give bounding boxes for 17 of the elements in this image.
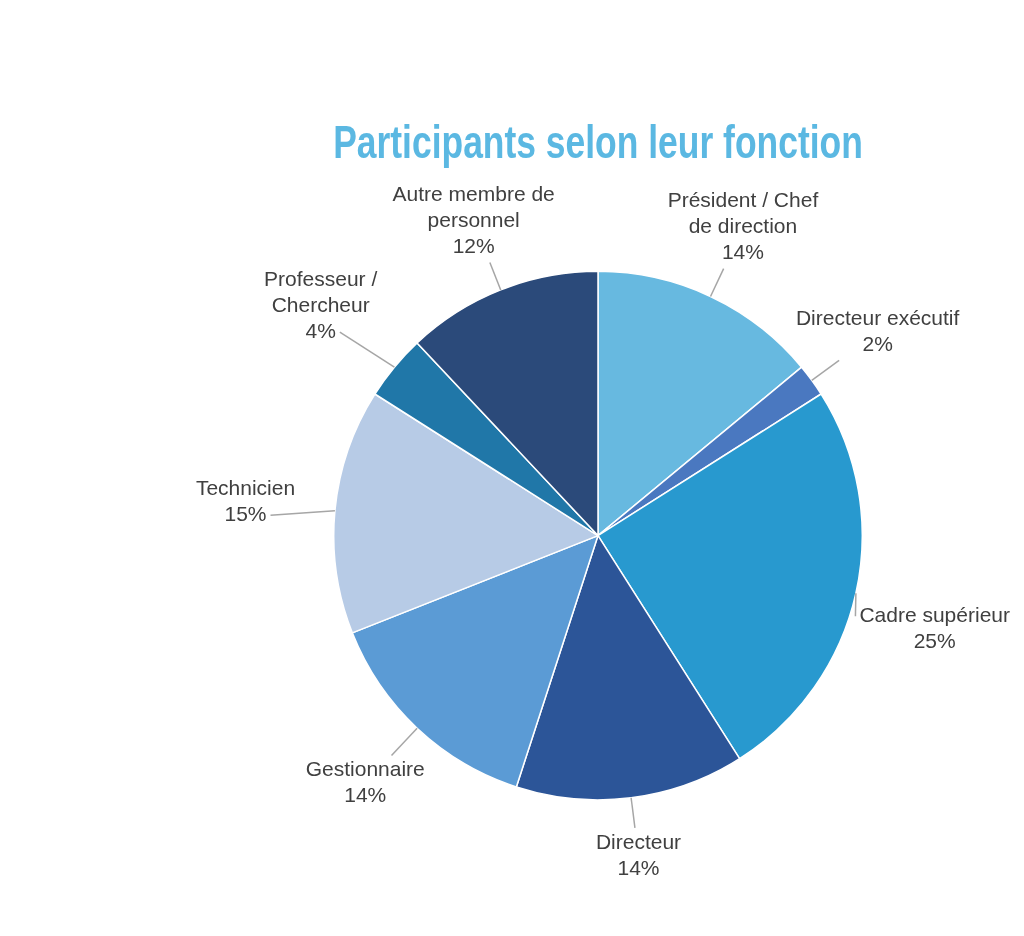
data-label: 4% [305,318,336,342]
slice-label: Autre membre de personnel [392,182,555,232]
chart-title: Participants selon leur fonction [333,116,863,169]
data-label: 14% [344,783,387,807]
slice-label: Cadre supérieur [859,603,1011,627]
data-label: 14% [721,240,764,264]
data-label: 14% [617,855,660,879]
slice-label: Gestionnaire [305,757,425,781]
data-label: 12% [452,234,495,258]
data-label: 2% [862,332,893,356]
slice-label: Président / Chef de direction [667,188,819,238]
slice-label: Directeur exécutif [795,306,960,330]
data-label: 15% [224,502,267,526]
data-label: 25% [913,629,956,653]
slice-label: Technicien [195,476,296,500]
slice-label: Professeur / Chercheur [264,266,378,316]
slice-label: Directeur [595,829,682,853]
